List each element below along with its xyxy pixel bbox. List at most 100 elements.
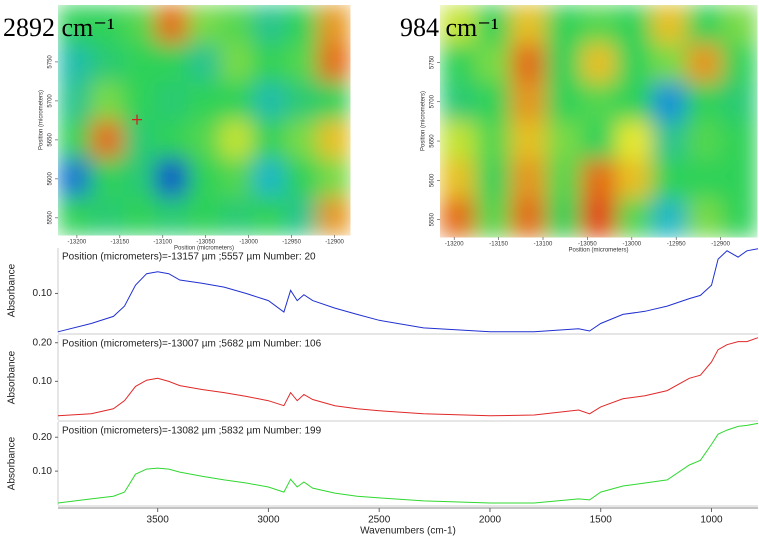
heat-cell [722,160,758,199]
heat-cell [253,43,286,82]
heat-cell [90,82,123,121]
heat-cell [616,198,652,237]
map-title: 984 cm⁻¹ [400,13,499,42]
y-tick-label: 5600 [48,172,54,186]
heat-cell [188,82,221,121]
x-tick-label: 1000 [700,515,723,526]
heat-cell [581,82,617,121]
heat-cell [188,5,221,44]
heat-cell [188,120,221,159]
x-axis-label: Position (micrometers) [568,248,628,254]
heat-cell [581,198,617,237]
heat-cell [285,43,318,82]
heat-cell [220,82,253,121]
y-tick-label: 0.10 [33,288,53,299]
heat-cell [722,198,758,237]
y-tick-label: 5600 [430,173,436,187]
heat-cell [58,43,91,82]
heat-cell [123,82,156,121]
heat-cell [155,158,188,197]
heat-cell [651,198,687,237]
heat-cell [616,82,652,121]
heat-cell [581,44,617,83]
y-axis-label: Absorbance [7,436,18,490]
x-tick-label: 3000 [257,515,280,526]
heat-cell [616,5,652,44]
heat-cell [651,5,687,44]
y-tick-label: 0.20 [33,337,53,348]
y-tick-label: 5700 [48,94,54,108]
heat-cell [220,158,253,197]
heat-cell [722,82,758,121]
heat-cell [616,44,652,83]
heat-cell [440,121,476,160]
heat-cell [90,197,123,236]
heat-cell [155,197,188,236]
heat-cell [440,44,476,83]
heat-cell [285,158,318,197]
heat-cell [285,120,318,159]
heat-cell [318,158,351,197]
y-tick-label: 0.10 [33,466,53,477]
heat-cell [220,197,253,236]
x-tick-label: 3500 [147,515,170,526]
heat-cell [253,158,286,197]
y-tick-label: 5650 [48,133,54,147]
panel-header: Position (micrometers)=-13082 µm ;5832 µ… [62,426,322,437]
heat-cell [123,197,156,236]
y-axis-label: Position (micrometers) [39,90,45,150]
heat-cell [475,121,511,160]
heat-cell [581,160,617,199]
heat-cell [285,82,318,121]
panel-header: Position (micrometers)=-13007 µm ;5682 µ… [62,339,322,350]
heat-cell [475,82,511,121]
x-tick-label: -12900 [711,242,730,248]
heat-cell [510,121,546,160]
heat-cell [651,160,687,199]
heat-cell [722,5,758,44]
heat-cell [651,44,687,83]
heat-cell [581,5,617,44]
heat-cell [510,5,546,44]
map-title: 2892 cm⁻¹ [3,13,115,42]
heat-cell [58,197,91,236]
heat-cell [58,82,91,121]
heat-cell [546,121,582,160]
heat-cell [546,160,582,199]
y-tick-label: 5750 [48,55,54,69]
heat-cell [155,82,188,121]
heat-cell [546,82,582,121]
heat-cell [318,197,351,236]
heat-cell [123,5,156,44]
y-tick-label: 5650 [430,134,436,148]
heat-cell [475,160,511,199]
x-tick-label: -13100 [153,240,172,246]
y-tick-label: 5750 [430,55,436,69]
heat-cell [155,5,188,44]
y-axis-label: Absorbance [7,263,18,317]
heat-cell [651,121,687,160]
heat-cell [687,5,723,44]
heat-cell [155,43,188,82]
heat-cell [440,82,476,121]
heat-cell [90,158,123,197]
heat-cell [616,160,652,199]
x-tick-label: -13100 [534,242,553,248]
heat-cell [616,121,652,160]
x-tick-label: -13000 [239,240,258,246]
heat-cell [546,5,582,44]
heat-cell [510,160,546,199]
y-tick-label: 0.10 [33,376,53,387]
heat-cell [123,43,156,82]
x-tick-label: -12950 [282,240,301,246]
heat-cell [687,121,723,160]
heat-cell [123,158,156,197]
heat-cell [546,198,582,237]
heat-cell [687,44,723,83]
heat-cell [123,120,156,159]
heat-cell [510,198,546,237]
heat-cell [253,5,286,44]
heat-cell [253,82,286,121]
heat-cell [651,82,687,121]
x-tick-label: -13150 [489,242,508,248]
